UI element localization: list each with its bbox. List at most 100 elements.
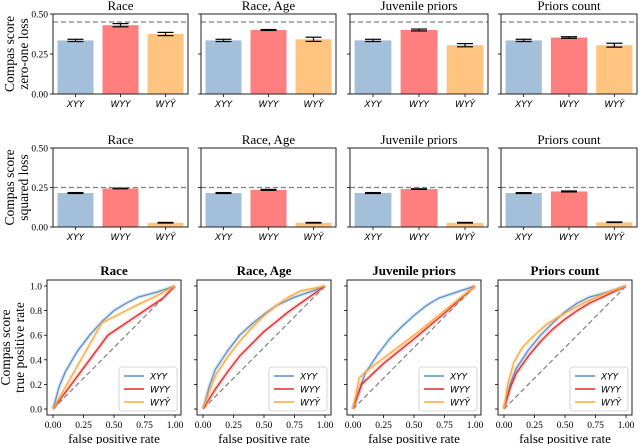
chance-diagonal xyxy=(352,285,476,410)
panel-title: Race, Age xyxy=(242,132,296,147)
legend-box xyxy=(569,366,629,412)
roc-line-XYY xyxy=(202,285,326,410)
x-tick-label: WYŶ xyxy=(604,98,625,110)
y-axis-label-line1: Compas score xyxy=(2,16,17,92)
bar-row-zero-one-loss: Compas score zero-one loss Race XYY WYY WYŶ 0.… xyxy=(2,0,638,110)
bar-XYY xyxy=(354,193,392,227)
y-axis-label-line2: true positive rate xyxy=(12,302,27,393)
panel-juvenile-priors: Juvenile priors 0.00 0.25 0.50 0.75 1.00 false… xyxy=(344,263,484,444)
panel-race-age: Race, Age 0.00 0.25 0.50 0.75 1.00 false posit… xyxy=(194,263,334,444)
y-tick-label: 0.50 xyxy=(31,11,48,21)
y-axis-label-line1: Compas score xyxy=(2,149,17,225)
panel-priors-count: Priors count XYY WYY WYŶ xyxy=(498,0,638,110)
x-tick-label: 1.00 xyxy=(467,421,484,431)
x-tick-label: WYŶ xyxy=(156,231,177,243)
x-tick-label: WYŶ xyxy=(156,98,177,110)
x-tick-label: WYY xyxy=(559,233,580,243)
x-tick-label: XYY xyxy=(66,100,86,110)
x-tick-label: 0.75 xyxy=(436,421,453,431)
x-tick-label: 0.75 xyxy=(136,421,153,431)
x-tick-label: 0.75 xyxy=(587,421,604,431)
legend-label: WYŶ xyxy=(601,397,622,409)
legend-label: WYY xyxy=(150,386,171,396)
x-tick-label: WYŶ xyxy=(455,98,476,110)
x-tick-label: 0.25 xyxy=(526,421,543,431)
x-tick-label: 0.50 xyxy=(256,421,273,431)
legend-label: WYY xyxy=(300,386,321,396)
bar-WYŶ xyxy=(295,222,332,227)
roc-line-WYŶ xyxy=(352,285,476,410)
panel-race-age: Race, Age XYY WYY WYŶ xyxy=(198,0,337,110)
x-tick-label: WYY xyxy=(111,233,132,243)
x-axis-label: false positive rate xyxy=(368,431,460,444)
roc-line-WYY xyxy=(503,285,627,410)
y-tick-label: 0.2 xyxy=(30,381,42,391)
bar-WYY xyxy=(102,188,139,227)
panel-priors-count: Priors count XYY WYY WYŶ xyxy=(498,132,638,243)
panel-race-age: Race, Age XYY WYY WYŶ xyxy=(198,132,337,243)
roc-line-XYY xyxy=(503,285,627,410)
legend-label: WYŶ xyxy=(150,397,171,409)
panel-title: Juvenile priors xyxy=(381,0,458,13)
bar-WYY xyxy=(250,189,287,227)
bar-XYY xyxy=(57,193,94,227)
y-tick-label: 0.4 xyxy=(30,356,42,366)
roc-line-WYŶ xyxy=(52,285,176,410)
panel-title: Juvenile priors xyxy=(381,132,458,147)
bar-WYŶ xyxy=(596,45,633,94)
x-tick-label: 1.00 xyxy=(317,421,334,431)
bar-XYY xyxy=(505,193,542,227)
y-tick-label: 0.25 xyxy=(31,51,48,61)
panel-race: Race XYY WYY WYŶ 0.00 0.25 0.50 xyxy=(31,0,189,110)
panel-race: Race 0.00 0.25 0.50 0.75 1.00 0.0 0.2 0.4 0.6 0.8 1… xyxy=(30,263,183,444)
legend-box xyxy=(268,366,328,412)
x-tick-label: XYY xyxy=(514,233,534,243)
legend-label: WYY xyxy=(601,386,622,396)
legend-label: XYY xyxy=(149,373,169,383)
x-tick-label: 0.00 xyxy=(45,421,62,431)
x-tick-label: WYY xyxy=(409,100,430,110)
y-tick-label: 1.0 xyxy=(30,283,42,293)
y-tick-label: 0.50 xyxy=(31,145,48,155)
x-tick-label: 0.25 xyxy=(75,421,92,431)
bar-WYY xyxy=(400,189,438,227)
panel-juvenile-priors: Juvenile priors XYY WYY WYŶ xyxy=(347,132,489,243)
panel-title: Race xyxy=(100,263,128,278)
x-tick-label: 0.00 xyxy=(345,421,362,431)
x-tick-label: XYY xyxy=(214,100,234,110)
y-axis-label-line2: squared loss xyxy=(16,154,31,220)
x-tick-label: XYY xyxy=(514,100,534,110)
x-tick-label: XYY xyxy=(363,100,383,110)
roc-line-WYY xyxy=(52,285,176,410)
legend-label: WYY xyxy=(450,386,471,396)
bar-WYŶ xyxy=(147,34,184,94)
x-tick-label: WYŶ xyxy=(604,231,625,243)
bar-WYŶ xyxy=(295,39,332,94)
x-tick-label: 0.75 xyxy=(286,421,303,431)
panel-juvenile-priors: Juvenile priors XYY WYY WYŶ xyxy=(347,0,489,110)
y-tick-label: 0.0 xyxy=(30,406,42,416)
panel-priors-count: Priors count 0.00 0.25 0.50 0.75 1.00 false po… xyxy=(495,263,635,444)
x-axis-label: false positive rate xyxy=(218,431,310,444)
panel-title: Race xyxy=(108,0,134,13)
roc-line-WYY xyxy=(352,285,476,410)
y-tick-label: 0.6 xyxy=(30,332,42,342)
panel-title: Juvenile priors xyxy=(372,263,455,278)
bar-XYY xyxy=(205,40,242,94)
bar-XYY xyxy=(354,40,392,94)
legend-label: XYY xyxy=(600,373,620,383)
x-tick-label: XYY xyxy=(363,233,383,243)
panel-title: Priors count xyxy=(537,0,601,13)
x-tick-label: 0.25 xyxy=(375,421,392,431)
legend-label: XYY xyxy=(449,373,469,383)
roc-line-XYY xyxy=(352,285,476,410)
x-tick-label: WYY xyxy=(259,233,280,243)
panel-title: Race xyxy=(108,132,134,147)
y-axis-label-line1: Compas score xyxy=(0,309,13,385)
x-tick-label: WYŶ xyxy=(455,231,476,243)
